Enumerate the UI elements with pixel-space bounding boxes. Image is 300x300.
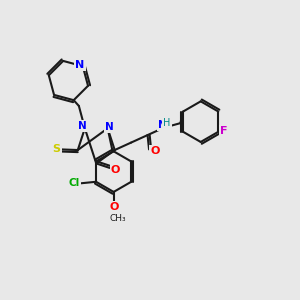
Text: N: N bbox=[158, 120, 167, 130]
Text: O: O bbox=[150, 146, 160, 156]
Text: F: F bbox=[220, 126, 227, 136]
Text: H: H bbox=[163, 118, 171, 128]
Text: Cl: Cl bbox=[69, 178, 80, 188]
Text: O: O bbox=[110, 202, 119, 212]
Text: N: N bbox=[105, 122, 114, 132]
Text: O: O bbox=[111, 165, 120, 175]
Text: N: N bbox=[78, 121, 87, 131]
Text: CH₃: CH₃ bbox=[110, 214, 126, 223]
Text: S: S bbox=[52, 144, 61, 154]
Text: N: N bbox=[75, 60, 84, 70]
